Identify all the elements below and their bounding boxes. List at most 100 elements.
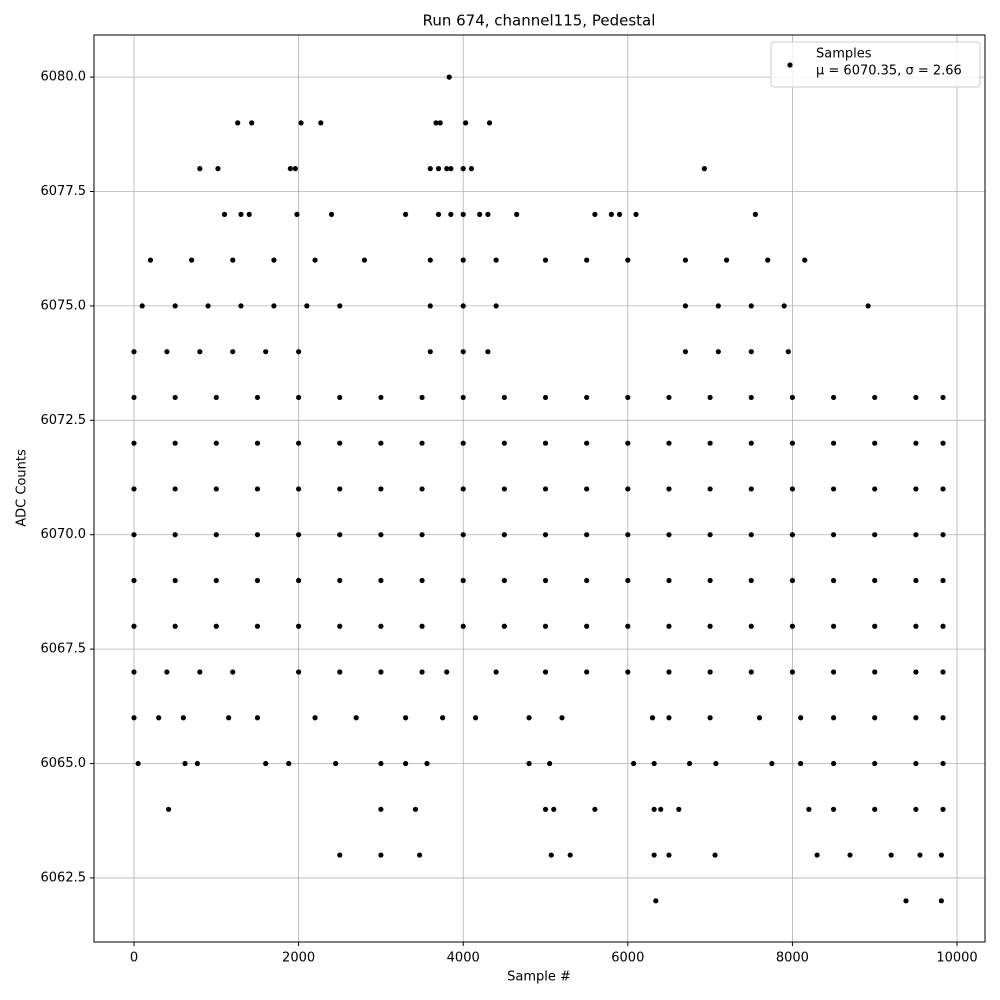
point: [713, 760, 719, 767]
point: [493, 257, 499, 263]
point: [651, 806, 657, 812]
point: [246, 211, 252, 217]
point: [378, 806, 384, 812]
point: [194, 760, 200, 767]
point: [913, 532, 919, 538]
point: [197, 669, 203, 675]
point: [666, 623, 672, 629]
point: [189, 257, 195, 263]
point: [446, 74, 452, 80]
point: [312, 715, 318, 721]
point: [940, 715, 946, 721]
x-tick-label: 0: [130, 951, 138, 966]
point: [318, 120, 324, 126]
point: [514, 211, 520, 217]
point: [435, 166, 442, 172]
point: [789, 669, 796, 675]
point: [748, 349, 754, 355]
point: [238, 211, 244, 217]
point: [448, 211, 454, 217]
point: [547, 760, 553, 767]
point: [707, 715, 713, 721]
point: [296, 577, 302, 584]
point: [312, 257, 318, 263]
point: [460, 440, 466, 446]
point: [271, 303, 277, 309]
point: [501, 623, 507, 629]
point: [608, 211, 614, 217]
point: [427, 166, 433, 172]
point: [625, 532, 631, 538]
point: [938, 898, 944, 904]
point: [304, 303, 310, 309]
point: [460, 303, 466, 309]
point: [567, 852, 573, 858]
point: [378, 532, 384, 538]
legend-marker: [787, 62, 793, 68]
y-axis-label: ADC Counts: [15, 449, 30, 527]
point: [205, 303, 211, 309]
point: [913, 440, 919, 446]
point: [294, 211, 300, 217]
point: [424, 760, 430, 767]
point: [131, 440, 137, 446]
point: [254, 623, 261, 629]
point: [419, 394, 425, 401]
point: [798, 715, 804, 721]
y-tick-label: 6067.5: [41, 642, 87, 657]
point: [830, 806, 837, 812]
point: [649, 715, 656, 721]
point: [625, 486, 631, 492]
point: [419, 532, 425, 538]
point: [917, 852, 923, 858]
point: [378, 760, 384, 767]
point: [940, 394, 946, 401]
point: [213, 532, 219, 538]
point: [197, 349, 203, 355]
point: [353, 715, 359, 721]
point: [296, 623, 302, 629]
point: [131, 532, 137, 538]
point: [427, 303, 433, 309]
point: [769, 760, 775, 767]
point: [156, 715, 162, 721]
point: [271, 257, 277, 263]
point: [707, 440, 713, 446]
point: [131, 577, 137, 584]
point: [715, 349, 721, 355]
point: [789, 486, 796, 492]
point: [139, 303, 145, 309]
point: [542, 532, 549, 538]
point: [748, 669, 754, 675]
point: [463, 120, 469, 126]
point: [872, 715, 878, 721]
point: [460, 486, 466, 492]
point: [437, 120, 443, 126]
point: [131, 623, 137, 629]
point: [913, 669, 919, 675]
point: [723, 257, 730, 263]
point: [888, 852, 894, 858]
point: [584, 623, 590, 629]
point: [676, 806, 682, 812]
point: [296, 440, 302, 446]
point: [402, 211, 409, 217]
point: [707, 577, 713, 584]
point: [682, 257, 689, 263]
point: [526, 760, 532, 767]
point: [548, 852, 554, 858]
point: [147, 257, 154, 263]
point: [378, 669, 384, 675]
point: [748, 303, 754, 309]
point: [715, 303, 721, 309]
point: [913, 394, 919, 401]
point: [542, 394, 549, 401]
legend: Samples μ = 6070.35, σ = 2.66: [770, 41, 981, 88]
point: [940, 486, 946, 492]
point: [940, 440, 946, 446]
point: [625, 623, 631, 629]
point: [448, 166, 454, 172]
y-tick-label: 6080.0: [41, 70, 87, 85]
point: [213, 440, 219, 446]
point: [584, 577, 590, 584]
